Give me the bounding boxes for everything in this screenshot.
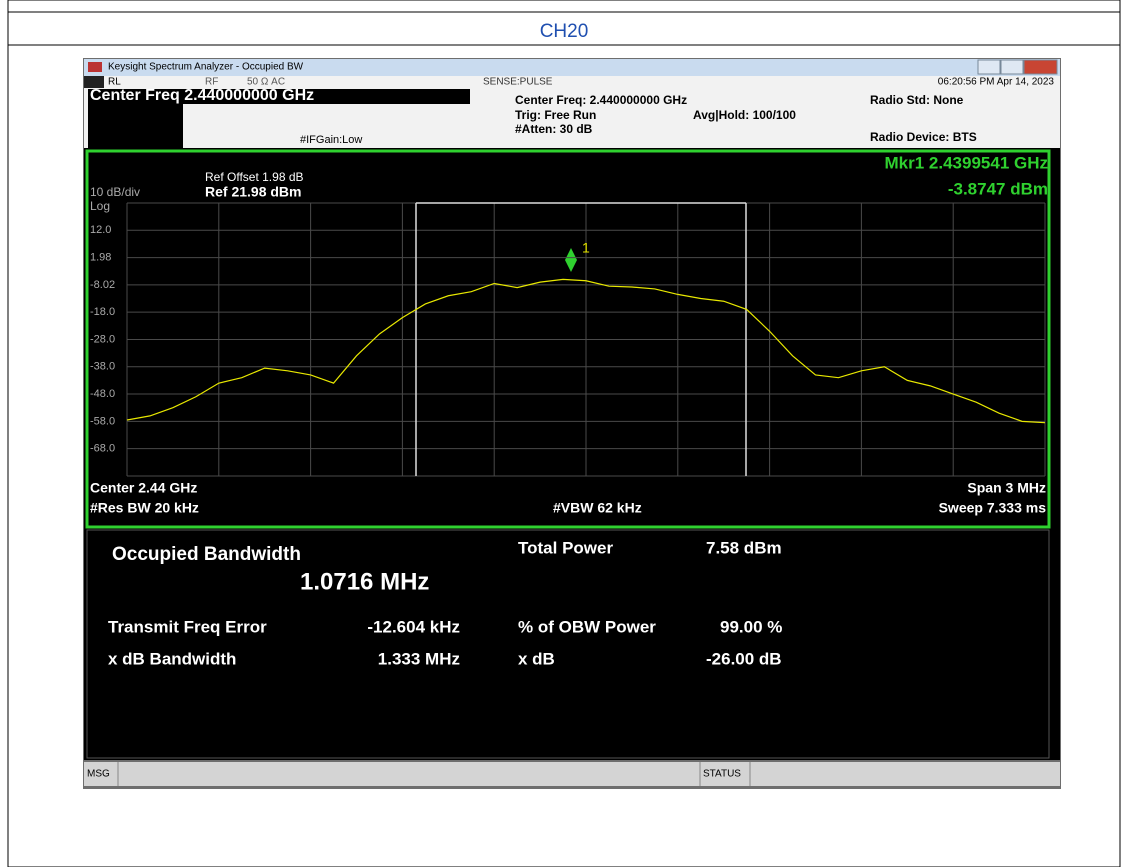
center-freq-info: Center Freq: 2.440000000 GHz <box>515 93 687 107</box>
res-bw: #Res BW 20 kHz <box>90 500 199 516</box>
timestamp: 06:20:56 PM Apr 14, 2023 <box>938 77 1055 88</box>
y-tick-label: -58.0 <box>90 415 115 427</box>
tfe-label: Transmit Freq Error <box>108 617 267 636</box>
input-box <box>88 104 183 148</box>
msg: MSG <box>87 769 110 780</box>
y-tick-label: -48.0 <box>90 388 115 400</box>
total-power-label: Total Power <box>518 538 613 557</box>
xdb-label: x dB <box>518 649 555 668</box>
center-freq-box <box>88 89 470 104</box>
trace <box>126 278 1046 424</box>
span: Span 3 MHz <box>967 480 1046 496</box>
obw-value: 1.0716 MHz <box>300 568 429 595</box>
if-gain: #IFGain:Low <box>300 134 362 146</box>
y-tick-label: 12.0 <box>90 224 111 236</box>
status-bar <box>84 762 1060 786</box>
title: CH20 <box>540 21 589 42</box>
atten: #Atten: 30 dB <box>515 122 593 136</box>
marker-level: -3.8747 dBm <box>948 179 1048 198</box>
app-icon <box>88 62 102 72</box>
xdb-value: -26.00 dB <box>706 649 782 668</box>
center: Center 2.44 GHz <box>90 480 197 496</box>
scale: 10 dB/div <box>90 185 140 199</box>
logo <box>84 76 104 88</box>
marker <box>565 248 577 272</box>
maximize-button[interactable] <box>1000 59 1024 75</box>
table-border <box>7 0 1121 867</box>
obw-power-label: % of OBW Power <box>518 617 656 636</box>
center-freq: Center Freq 2.440000000 GHz <box>90 87 314 104</box>
marker-freq: Mkr1 2.4399541 GHz <box>885 153 1049 172</box>
status: STATUS <box>703 769 741 780</box>
minimize-button[interactable] <box>977 59 1001 75</box>
y-tick-label: -28.0 <box>90 333 115 345</box>
ref: Ref 21.98 dBm <box>205 184 301 200</box>
title: Keysight Spectrum Analyzer - Occupied BW <box>108 62 304 73</box>
sweep: Sweep 7.333 ms <box>939 500 1047 516</box>
marker-label: 1 <box>582 240 590 256</box>
y-tick-label: -18.0 <box>90 306 115 318</box>
rf: RF <box>205 77 218 88</box>
radio-std: Radio Std: None <box>870 93 964 107</box>
title-bar <box>84 59 1060 76</box>
y-tick-label: -8.02 <box>90 279 115 291</box>
vbw: #VBW 62 kHz <box>553 500 642 516</box>
total-power-value: 7.58 dBm <box>706 538 782 557</box>
settings-panel <box>84 76 1060 148</box>
close-button[interactable] <box>1023 59 1058 75</box>
y-tick-label: 1.98 <box>90 252 111 264</box>
y-tick-label: -68.0 <box>90 443 115 455</box>
obw-power-value: 99.00 % <box>720 617 782 636</box>
rl: RL <box>108 77 121 88</box>
radio-device: Radio Device: BTS <box>870 130 977 144</box>
avg-hold: Avg|Hold: 100/100 <box>693 108 796 122</box>
xdb-bw-value: 1.333 MHz <box>378 649 460 668</box>
sense: SENSE:PULSE <box>483 77 553 88</box>
obw-label: Occupied Bandwidth <box>112 544 301 565</box>
xdb-bw-label: x dB Bandwidth <box>108 649 236 668</box>
y-tick-label: -38.0 <box>90 361 115 373</box>
results-frame <box>86 529 1050 759</box>
scale-type: Log <box>90 199 110 213</box>
tfe-value: -12.604 kHz <box>367 617 460 636</box>
ref-offset: Ref Offset 1.98 dB <box>205 170 304 184</box>
trig: Trig: Free Run <box>515 108 596 122</box>
impedance: 50 Ω AC <box>247 77 285 88</box>
